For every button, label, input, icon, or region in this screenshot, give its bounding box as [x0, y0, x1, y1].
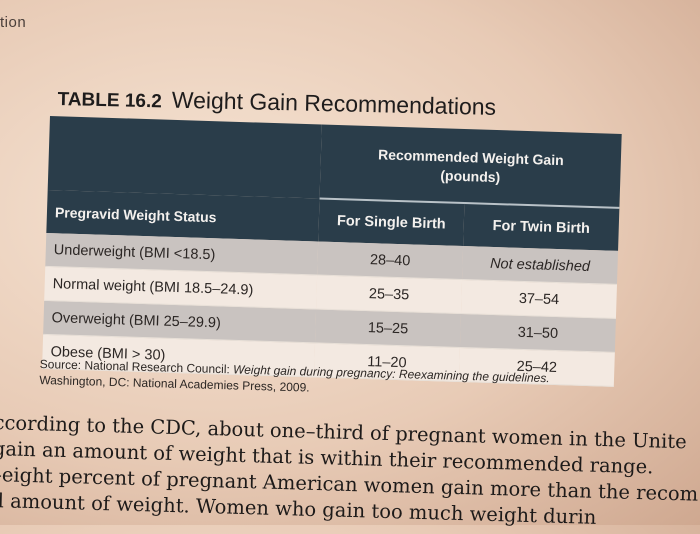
row-twin: 37–54 [460, 279, 617, 319]
body-text: ccording to the CDC, about one–third of … [0, 410, 700, 534]
table-caption: TABLE 16.2 Weight Gain Recommendations [57, 84, 496, 121]
col-header-twin: For Twin Birth [463, 203, 620, 251]
table-title: Weight Gain Recommendations [171, 86, 497, 120]
row-twin: 31–50 [459, 313, 616, 353]
row-twin: Not established [462, 246, 619, 285]
weight-gain-table: Recommended Weight Gain (pounds) Pregrav… [42, 116, 622, 387]
header-recommended-gain: Recommended Weight Gain (pounds) [319, 124, 622, 208]
row-single: 25–35 [316, 274, 463, 314]
col-header-single: For Single Birth [318, 198, 465, 247]
row-single: 28–40 [317, 241, 464, 280]
row-single: 15–25 [315, 308, 461, 348]
running-head: tion [0, 14, 27, 31]
table-number: TABLE 16.2 [57, 88, 163, 113]
